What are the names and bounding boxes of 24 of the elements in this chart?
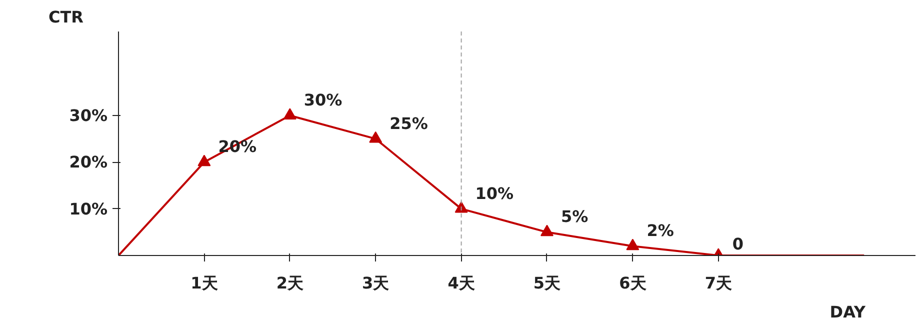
point: [198, 154, 211, 166]
x-tick-label: 2天: [276, 274, 304, 292]
x-tick-label: 7天: [704, 274, 733, 292]
point: [283, 108, 296, 120]
point: [540, 224, 554, 236]
point: [626, 238, 640, 250]
x-tick-label: 5天: [533, 274, 562, 292]
y-tick-label: 30%: [69, 106, 108, 125]
x-tick-label: 4天: [448, 274, 476, 292]
data-label: 0: [732, 234, 744, 254]
y-tick-label: 20%: [69, 152, 108, 172]
x-tick-label: 6天: [619, 274, 648, 292]
x-tick-label: 1天: [190, 274, 219, 292]
data-label: 25%: [390, 114, 428, 133]
y-tick-label: 10%: [69, 199, 108, 218]
data-label: 2%: [646, 221, 674, 240]
data-label: 5%: [560, 207, 588, 226]
point: [369, 131, 382, 143]
x-axis-title: DAY: [830, 302, 866, 322]
y-axis-title: CTR: [48, 8, 84, 26]
data-label: 30%: [304, 90, 342, 110]
x-tick-label: 3天: [362, 274, 390, 292]
data-label: 10%: [475, 184, 514, 203]
point: [454, 201, 468, 213]
